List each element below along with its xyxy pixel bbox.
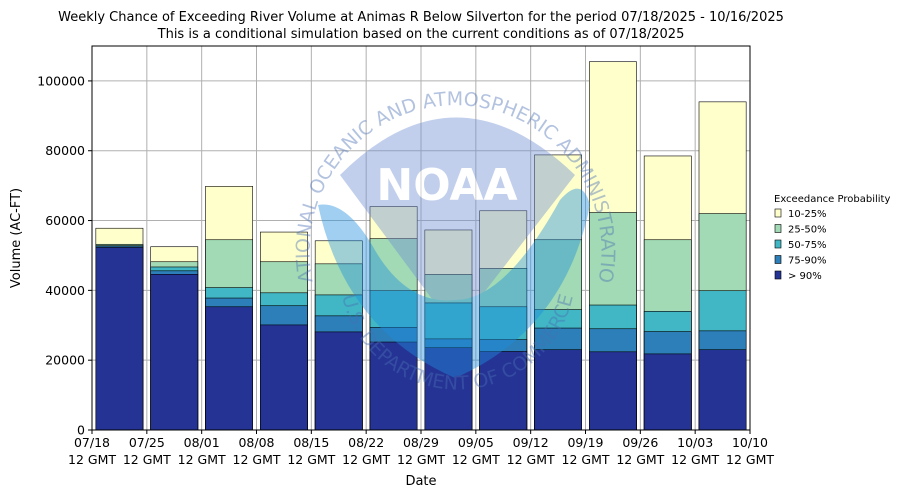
legend: Exceedance Probability 10-25% 25-50% 50-75…: [774, 194, 890, 282]
legend-label: 10-25%: [788, 209, 827, 220]
x-tick-label-date: 08/15: [293, 435, 329, 450]
y-tick-label: 40000: [45, 283, 85, 298]
y-tick-label: 100000: [37, 73, 85, 88]
noaa-logo-text: NOAA: [376, 160, 517, 211]
x-tick-label-time: 12 GMT: [616, 452, 664, 467]
bar-segment: [698, 349, 747, 430]
y-tick-label: 80000: [45, 143, 85, 158]
x-tick-label-time: 12 GMT: [671, 452, 719, 467]
x-tick-label-date: 09/26: [622, 435, 658, 450]
x-tick-label-date: 10/10: [732, 435, 768, 450]
legend-swatch: [774, 208, 782, 218]
bar-segment: [95, 247, 144, 430]
noaa-logo-water-shape: [318, 188, 590, 378]
x-tick-label-time: 12 GMT: [178, 452, 226, 467]
x-tick-label-date: 09/12: [513, 435, 549, 450]
y-tick-label: 0: [77, 423, 85, 438]
x-tick-label-date: 08/08: [238, 435, 274, 450]
series-group: [95, 247, 747, 430]
bar-segment: [314, 331, 363, 430]
noaa-logo-sky-shape: [340, 117, 575, 330]
x-tick-label-date: 10/03: [677, 435, 713, 450]
x-tick-label-time: 12 GMT: [123, 452, 171, 467]
y-axis-label: Volume (AC-FT): [9, 188, 24, 288]
bar-segment: [643, 353, 692, 430]
legend-label: 25-50%: [788, 225, 827, 236]
bar-segment: [589, 351, 637, 430]
x-tick-label-date: 07/18: [74, 435, 110, 450]
axis-ticks: 0 20000 40000 60000 80000 100000 07/18 12 GMT 07…: [37, 73, 774, 467]
legend-swatch: [774, 224, 782, 233]
legend-swatch: [774, 239, 782, 249]
bar-segment: [205, 306, 253, 430]
legend-label: 75-90%: [788, 256, 827, 267]
y-tick-label: 60000: [45, 213, 85, 228]
x-tick-label-date: 07/25: [129, 435, 165, 450]
x-tick-label-time: 12 GMT: [342, 452, 390, 467]
y-tick-label: 20000: [45, 353, 85, 368]
bar-segment: [150, 274, 199, 430]
chart-title: Weekly Chance of Exceeding River Volume …: [58, 10, 784, 25]
legend-label: 50-75%: [788, 240, 827, 251]
bar-stacks: [95, 61, 747, 430]
x-tick-label-date: 08/01: [184, 435, 220, 450]
legend-title: Exceedance Probability: [774, 194, 890, 205]
x-tick-label-date: 08/22: [348, 435, 384, 450]
x-tick-label-time: 12 GMT: [397, 452, 445, 467]
bar-segment: [369, 341, 418, 430]
x-tick-label-date: 09/19: [567, 435, 603, 450]
x-tick-label-time: 12 GMT: [287, 452, 335, 467]
x-tick-label-time: 12 GMT: [562, 452, 610, 467]
x-tick-label-time: 12 GMT: [726, 452, 774, 467]
x-tick-label-date: 09/05: [458, 435, 494, 450]
x-tick-label-time: 12 GMT: [68, 452, 116, 467]
x-tick-label-time: 12 GMT: [233, 452, 281, 467]
bar-segment: [260, 324, 308, 430]
x-tick-label-time: 12 GMT: [452, 452, 500, 467]
x-axis-label: Date: [405, 474, 436, 489]
bar-segment: [479, 351, 528, 430]
x-tick-label-time: 12 GMT: [507, 452, 555, 467]
chart-subtitle: This is a conditional simulation based o…: [157, 27, 685, 42]
x-tick-label-date: 08/29: [403, 435, 439, 450]
legend-label: > 90%: [788, 271, 822, 282]
legend-swatch: [774, 270, 782, 280]
legend-swatch: [774, 255, 782, 264]
bar-segment: [534, 349, 582, 430]
